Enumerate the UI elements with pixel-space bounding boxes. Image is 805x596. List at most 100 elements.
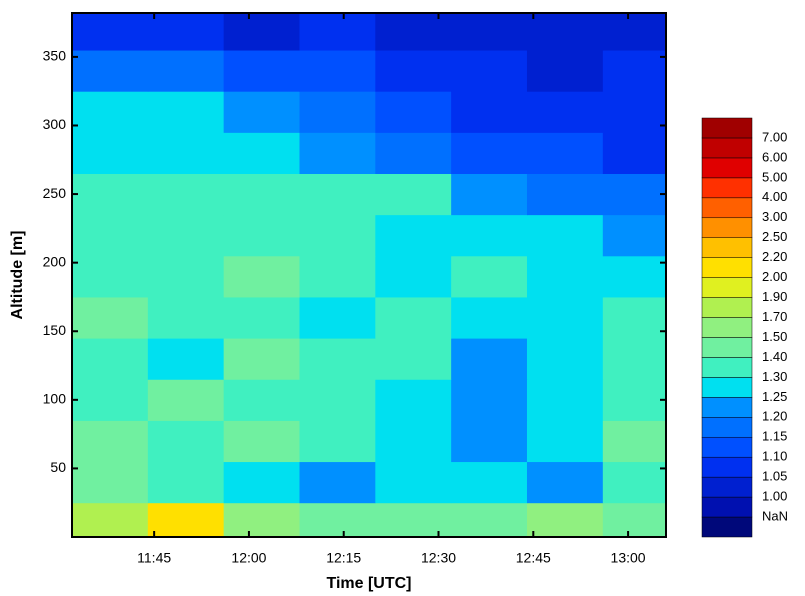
contour-cell <box>375 420 452 463</box>
contour-cell <box>526 338 604 380</box>
colorbar-label: 7.00 <box>762 129 787 144</box>
contour-cell <box>375 214 452 257</box>
colorbar-box <box>701 397 753 418</box>
contour-cell <box>299 379 376 421</box>
contour-cell <box>72 13 149 51</box>
contour-cell <box>602 13 667 51</box>
contour-cell <box>451 461 528 504</box>
x-tick-label: 12:30 <box>421 550 456 566</box>
x-axis-label: Time [UTC] <box>326 575 411 592</box>
contour-cell <box>147 132 225 174</box>
x-tick-label: 12:45 <box>516 550 551 566</box>
y-tick-label: 50 <box>50 459 66 475</box>
contour-cell <box>299 132 376 174</box>
y-tick-label: 150 <box>43 322 67 338</box>
colorbar-box <box>701 436 753 458</box>
contour-cell <box>223 255 300 298</box>
colorbar-box <box>701 357 753 378</box>
contour-cell <box>451 338 528 380</box>
contour-cell <box>147 461 225 504</box>
contour-cell <box>72 173 149 216</box>
contour-cell <box>299 214 376 257</box>
colorbar-box <box>701 157 753 179</box>
colorbar-label: NaN <box>762 508 788 523</box>
contour-cell <box>451 420 528 463</box>
colorbar-box <box>701 456 753 478</box>
contour-cell <box>72 296 149 339</box>
colorbar-box <box>701 277 753 298</box>
colorbar-label: 1.40 <box>762 349 787 364</box>
contour-cell <box>451 379 528 421</box>
colorbar-label: 1.90 <box>762 289 787 304</box>
x-tick-label: 13:00 <box>611 550 646 566</box>
contour-cell <box>526 255 604 298</box>
contour-cell <box>72 379 149 421</box>
contour-cell <box>223 296 300 339</box>
colorbar-box <box>701 217 753 238</box>
contour-cell <box>602 173 667 216</box>
colorbar-label: 1.20 <box>762 409 787 424</box>
contour-cell <box>72 50 149 92</box>
contour-cell <box>451 502 528 538</box>
contour-cell <box>223 214 300 257</box>
contour-cell <box>147 13 225 51</box>
contour-cell <box>526 50 604 92</box>
colorbar-label: 3.00 <box>762 209 787 224</box>
contour-cell <box>526 502 604 538</box>
colorbar-label: 6.00 <box>762 149 787 164</box>
contour-cell <box>223 379 300 421</box>
contour-cell <box>299 338 376 380</box>
contour-cell <box>223 132 300 174</box>
contour-cell <box>526 461 604 504</box>
colorbar-box <box>701 377 753 398</box>
contour-cell <box>451 255 528 298</box>
contour-cell <box>375 13 452 51</box>
contour-cell <box>147 173 225 216</box>
contour-cell <box>147 502 225 538</box>
colorbar-box <box>701 337 753 358</box>
contour-cell <box>299 91 376 133</box>
contour-cell <box>602 461 667 504</box>
contour-cell <box>72 214 149 257</box>
contour-cell <box>147 379 225 421</box>
contour-cell <box>299 502 376 538</box>
contour-cell <box>223 461 300 504</box>
colorbar-box <box>701 297 753 318</box>
contour-cell <box>526 173 604 216</box>
y-tick-label: 300 <box>43 116 67 132</box>
contour-cell <box>451 214 528 257</box>
contour-cell <box>147 255 225 298</box>
contour-cell <box>375 91 452 133</box>
colorbar-box <box>701 137 753 159</box>
colorbar-box <box>701 177 753 199</box>
contour-cell <box>147 91 225 133</box>
contour-cell <box>299 50 376 92</box>
contour-cell <box>299 173 376 216</box>
contour-cell <box>451 173 528 216</box>
contour-cell <box>299 255 376 298</box>
contour-cell <box>526 214 604 257</box>
colorbar-box <box>701 257 753 278</box>
contour-cell <box>375 132 452 174</box>
contour-cell <box>72 255 149 298</box>
contour-cell <box>223 420 300 463</box>
contour-cell <box>602 214 667 257</box>
contour-cell <box>223 91 300 133</box>
contour-cell <box>147 338 225 380</box>
contour-cell <box>223 173 300 216</box>
contour-cell <box>72 132 149 174</box>
contour-cell <box>526 132 604 174</box>
colorbar-label: 1.05 <box>762 469 787 484</box>
contour-cell <box>526 379 604 421</box>
contour-cell <box>451 13 528 51</box>
colorbar-box <box>701 476 753 498</box>
y-tick-label: 100 <box>43 391 67 407</box>
colorbar-label: 4.00 <box>762 189 787 204</box>
contour-cell <box>375 338 452 380</box>
colorbar-box <box>701 516 753 538</box>
x-tick-label: 12:00 <box>231 550 266 566</box>
contour-cell <box>299 296 376 339</box>
colorbar-box <box>701 496 753 518</box>
colorbar-box <box>701 197 753 219</box>
contour-cell <box>602 338 667 380</box>
